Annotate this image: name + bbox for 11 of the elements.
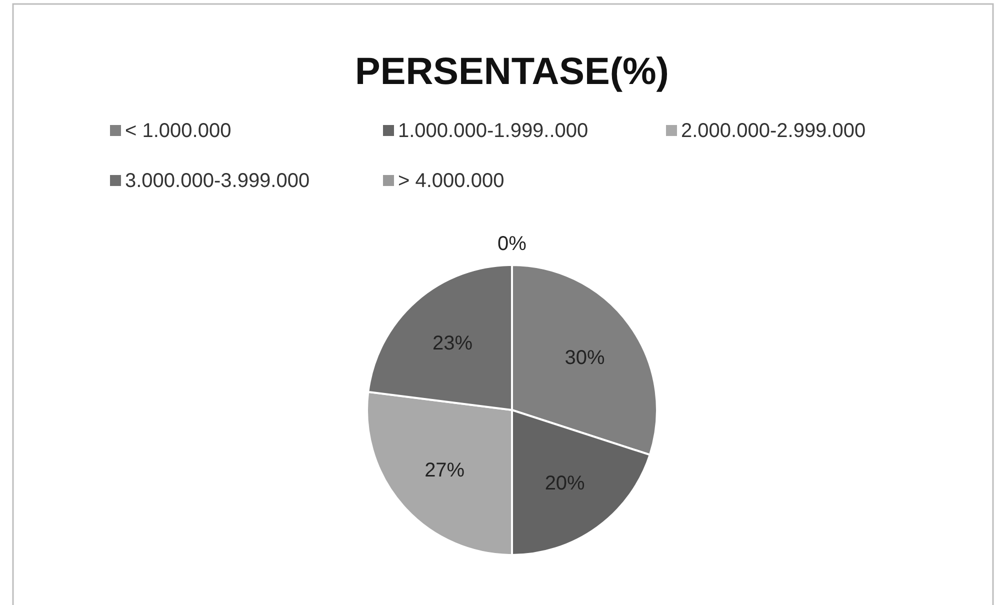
legend-label: 1.000.000-1.999..000 [398,120,588,142]
legend-label: > 4.000.000 [398,170,504,192]
data-label: 20% [544,472,586,495]
legend-label: 3.000.000-3.999.000 [125,170,310,192]
data-label: 23% [432,332,473,355]
data-label: 27% [424,459,465,482]
chart-title: PERSENTASE(%) [355,51,669,93]
legend-label: < 1.000.000 [125,120,232,142]
legend-label: 2.000.000-2.999.000 [681,120,866,142]
text: 0% [498,233,526,255]
data-label: 30% [564,347,605,370]
